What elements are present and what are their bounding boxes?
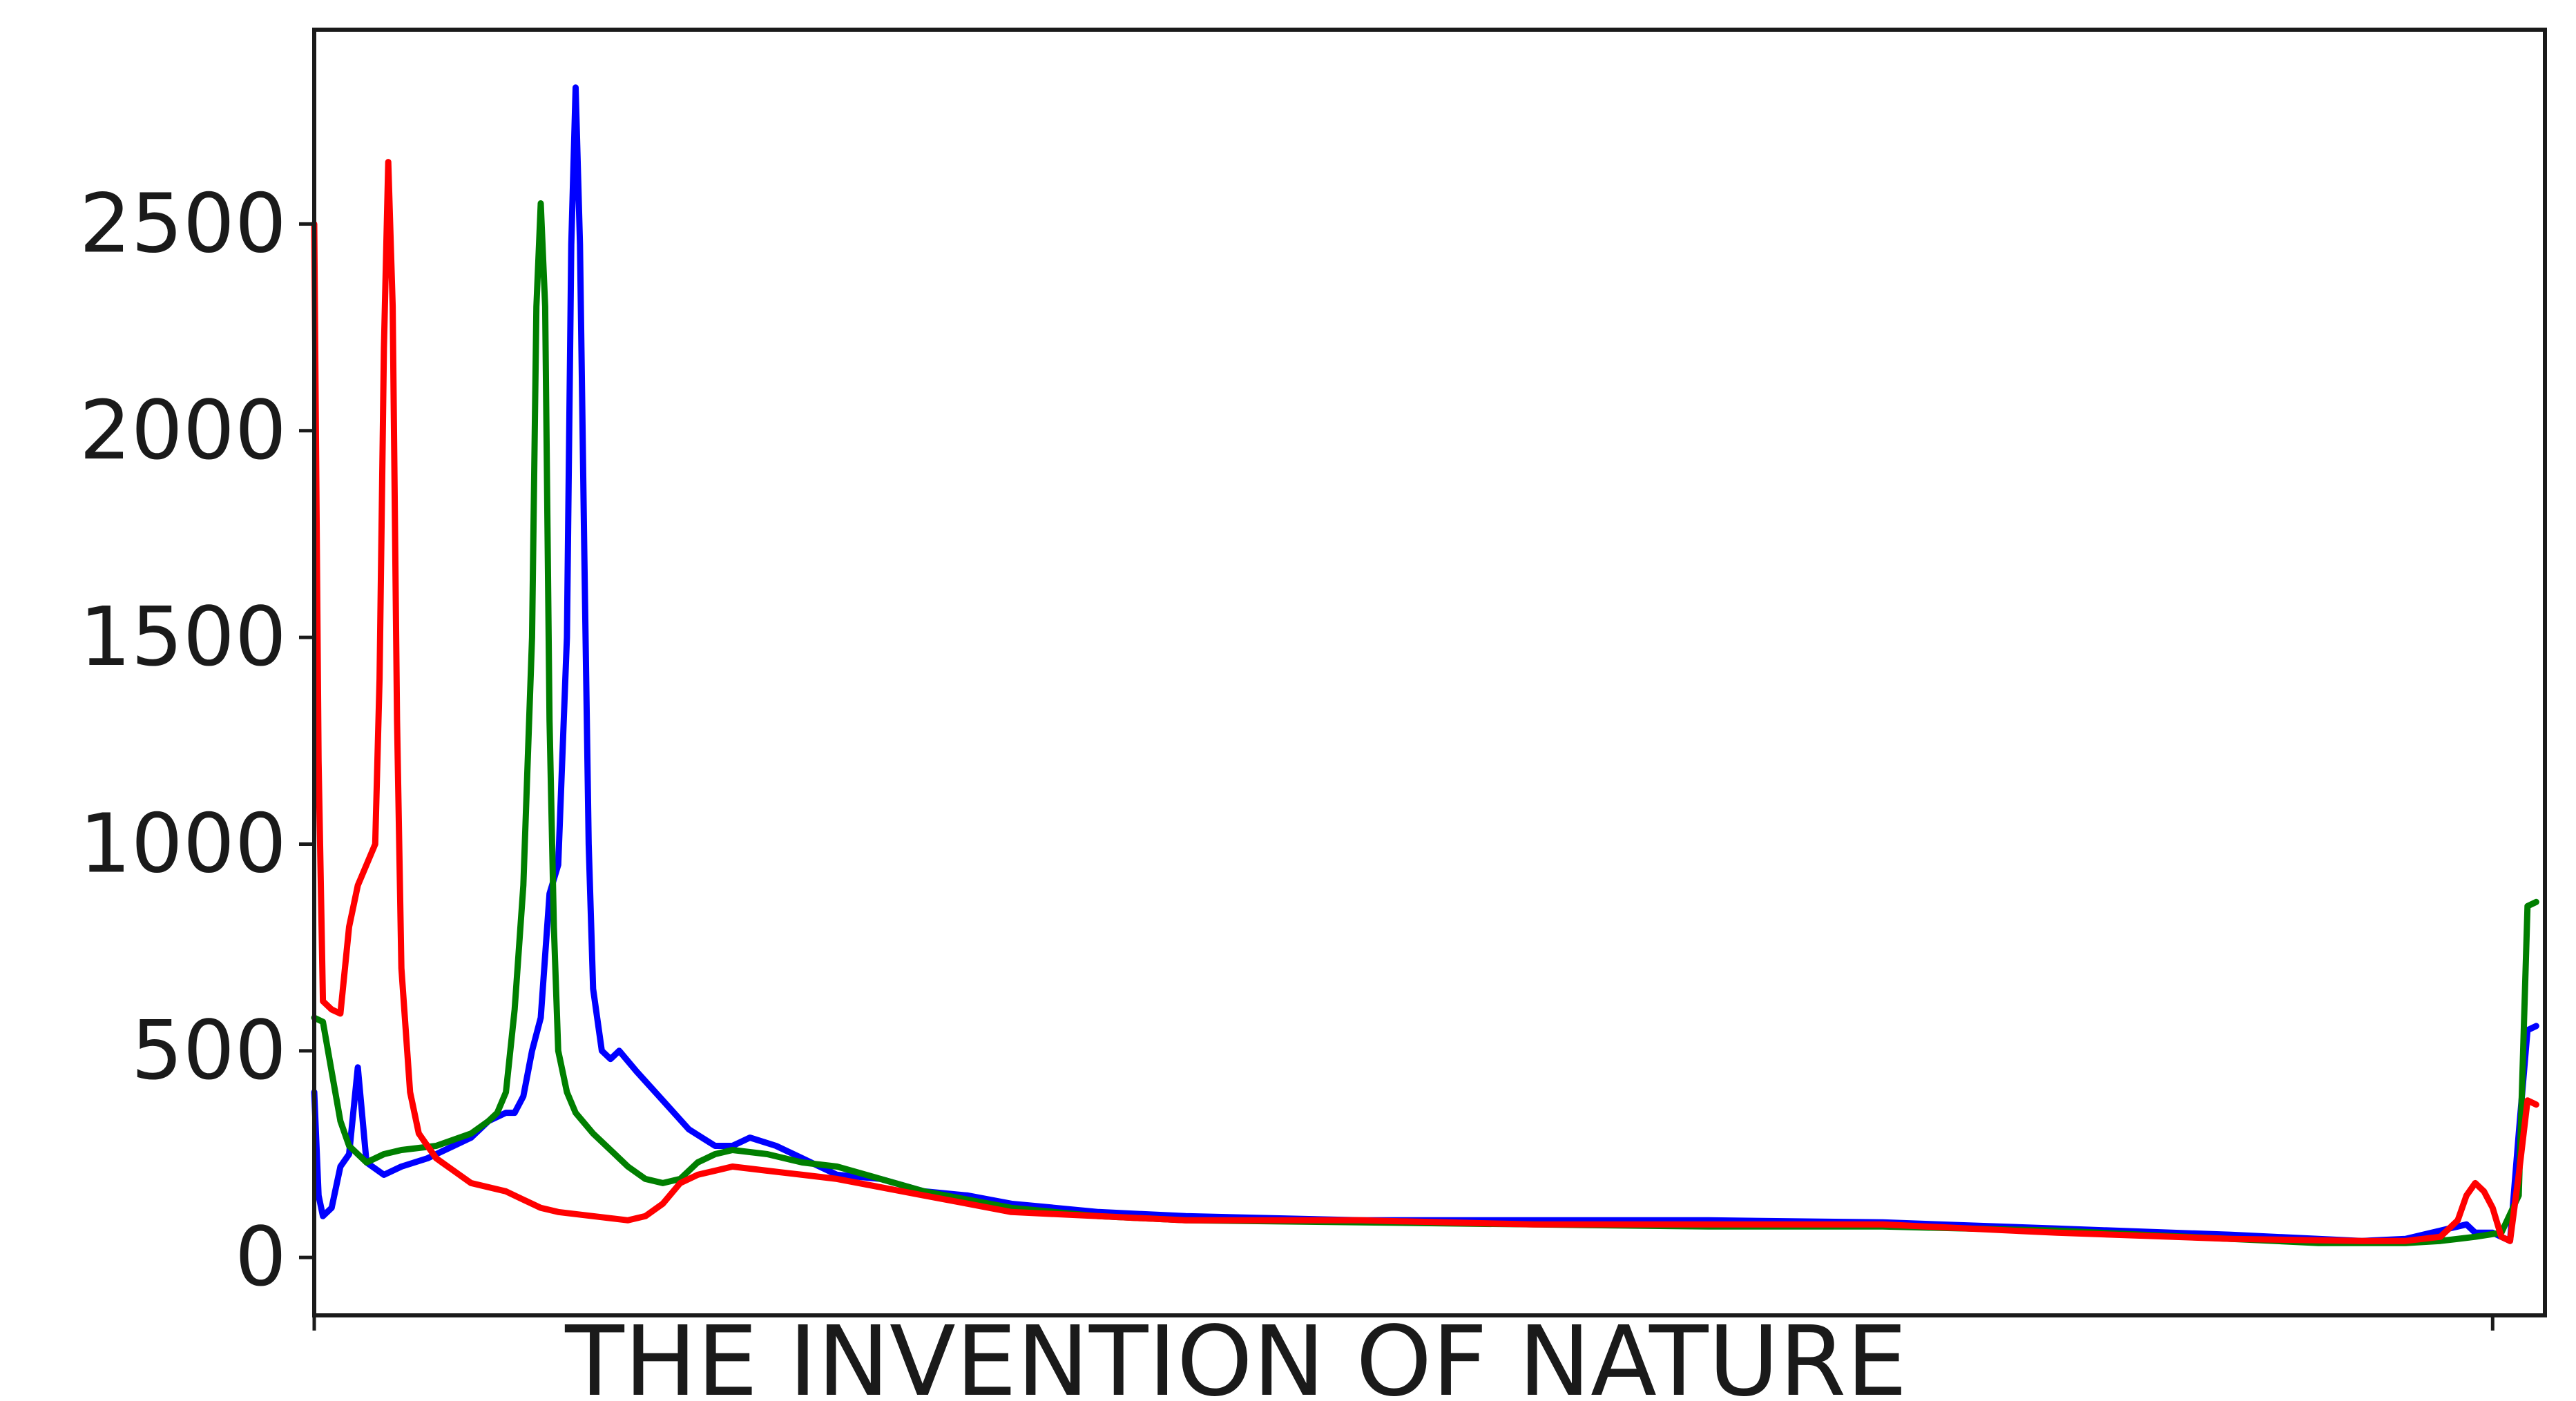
x-axis	[312, 1315, 2495, 1331]
series-line-1	[311, 84, 2539, 1244]
series-layer	[311, 84, 2539, 1246]
y-tick-label: 0	[235, 1209, 287, 1304]
y-axis: 0 500 1000 1500 2000 2500	[79, 175, 314, 1304]
plot-frame	[312, 28, 2547, 1317]
y-tick-label: 1500	[79, 589, 287, 684]
y-tick-label: 2000	[79, 383, 287, 478]
series-line-3	[311, 159, 2539, 1244]
y-tick-label: 500	[131, 1003, 287, 1098]
x-axis-label: THE INVENTION OF NATURE	[564, 1306, 1907, 1401]
y-tick-label: 1000	[79, 795, 287, 891]
y-tick-label: 2500	[79, 175, 287, 271]
